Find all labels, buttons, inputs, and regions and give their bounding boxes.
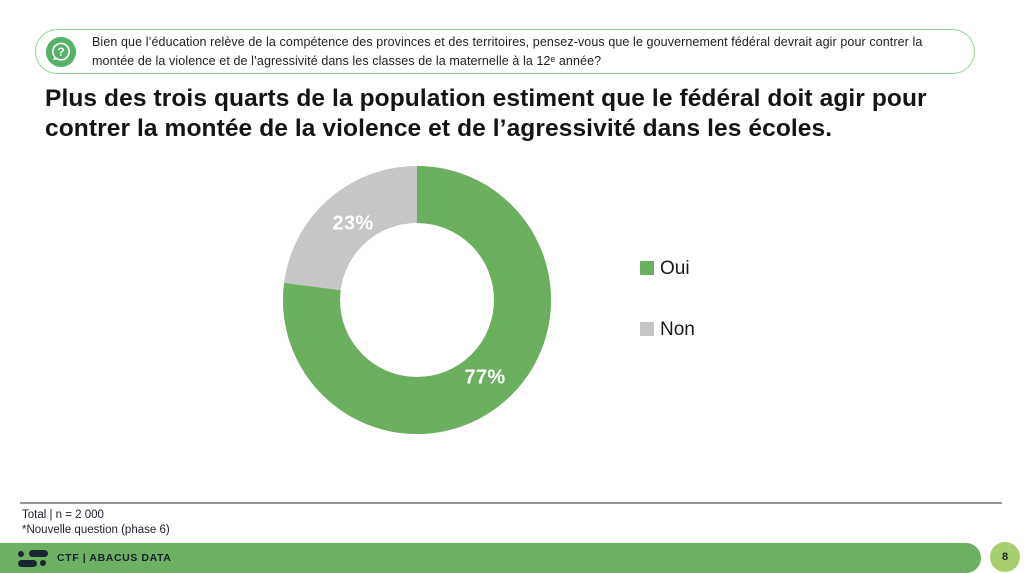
abacus-data-logo-icon: [18, 549, 48, 567]
svg-text:?: ?: [57, 47, 64, 59]
chart-legend: Oui Non: [640, 257, 695, 379]
legend-label-non: Non: [660, 318, 695, 340]
page-title: Plus des trois quarts de la population e…: [45, 85, 927, 142]
slice-label-oui: 77%: [464, 366, 506, 389]
page-number-badge: 8: [990, 542, 1020, 572]
legend-item-oui: Oui: [640, 257, 695, 279]
footnote-divider: [20, 502, 1002, 504]
donut-slice-oui: [283, 166, 551, 434]
question-bubble-icon: ?: [46, 37, 76, 67]
footer-bar: CTF | ABACUS DATA: [0, 543, 981, 573]
footnote-new-question: *Nouvelle question (phase 6): [22, 523, 170, 536]
footnotes: Total | n = 2 000 *Nouvelle question (ph…: [22, 508, 170, 537]
question-box: ? Bien que l’éducation relève de la comp…: [35, 29, 975, 74]
question-text: Bien que l’éducation relève de la compét…: [92, 34, 923, 68]
donut-chart: 77% 23%: [282, 165, 552, 435]
legend-label-oui: Oui: [660, 257, 690, 279]
footnote-total: Total | n = 2 000: [22, 509, 104, 521]
legend-swatch-non: [640, 322, 654, 336]
legend-swatch-oui: [640, 261, 654, 275]
legend-item-non: Non: [640, 318, 695, 340]
footer-brand: CTF | ABACUS DATA: [57, 552, 172, 564]
donut-chart-svg: [283, 166, 551, 434]
slice-label-non: 23%: [332, 212, 374, 235]
